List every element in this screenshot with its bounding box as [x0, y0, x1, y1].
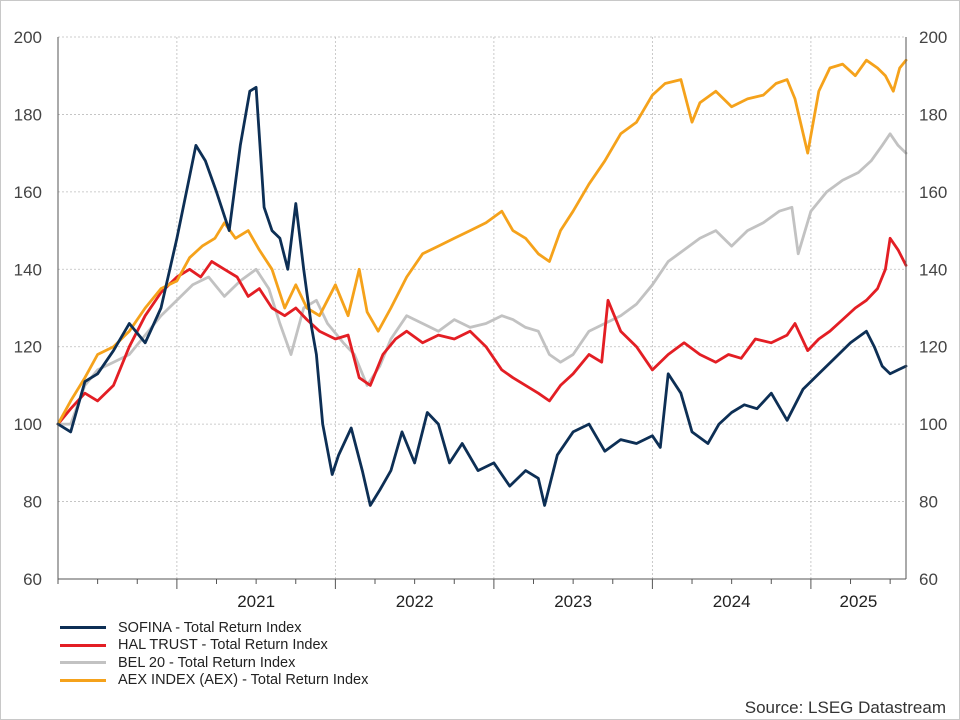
y-tick-label-right: 180 — [919, 105, 947, 124]
y-tick-label-left: 180 — [14, 105, 42, 124]
y-tick-label-left: 100 — [14, 415, 42, 434]
y-tick-label-left: 200 — [14, 28, 42, 47]
legend-item: BEL 20 - Total Return Index — [60, 654, 368, 672]
legend-label: AEX INDEX (AEX) - Total Return Index — [118, 672, 369, 689]
y-tick-label-right: 160 — [919, 183, 947, 202]
legend-item: HAL TRUST - Total Return Index — [60, 637, 368, 655]
legend-swatch — [60, 626, 106, 630]
legend-swatch — [60, 643, 106, 647]
y-tick-label-left: 160 — [14, 183, 42, 202]
x-tick-label: 2024 — [713, 592, 751, 611]
legend-label: SOFINA - Total Return Index — [118, 619, 302, 636]
series-line-0 — [56, 85, 908, 507]
x-tick-label: 2025 — [840, 592, 878, 611]
x-tick-label: 2021 — [237, 592, 275, 611]
legend-label: BEL 20 - Total Return Index — [118, 654, 296, 671]
source-note: Source: LSEG Datastream — [744, 698, 946, 717]
series-line-3 — [56, 58, 908, 426]
chart-legend: SOFINA - Total Return Index HAL TRUST - T… — [60, 619, 368, 689]
legend-item: AEX INDEX (AEX) - Total Return Index — [60, 672, 368, 690]
x-tick-label: 2023 — [554, 592, 592, 611]
y-tick-label-right: 120 — [919, 338, 947, 357]
series-lines — [56, 58, 908, 507]
y-tick-label-right: 200 — [919, 28, 947, 47]
legend-swatch — [60, 678, 106, 682]
y-tick-label-left: 60 — [23, 570, 42, 589]
x-tick-label: 2022 — [396, 592, 434, 611]
y-tick-label-right: 100 — [919, 415, 947, 434]
legend-item: SOFINA - Total Return Index — [60, 619, 368, 637]
series-line-1 — [56, 236, 908, 426]
y-tick-label-right: 80 — [919, 493, 938, 512]
y-tick-label-right: 60 — [919, 570, 938, 589]
legend-label: HAL TRUST - Total Return Index — [118, 637, 328, 654]
legend-swatch — [60, 661, 106, 665]
series-line-2 — [56, 132, 908, 426]
gridlines — [58, 36, 906, 580]
y-tick-label-right: 140 — [919, 260, 947, 279]
y-tick-label-left: 120 — [14, 338, 42, 357]
axes: 60 60 80 80 100 100 120 120 140 140 160 160 180 180 20… — [14, 28, 948, 611]
y-tick-label-left: 140 — [14, 260, 42, 279]
y-tick-label-left: 80 — [23, 493, 42, 512]
